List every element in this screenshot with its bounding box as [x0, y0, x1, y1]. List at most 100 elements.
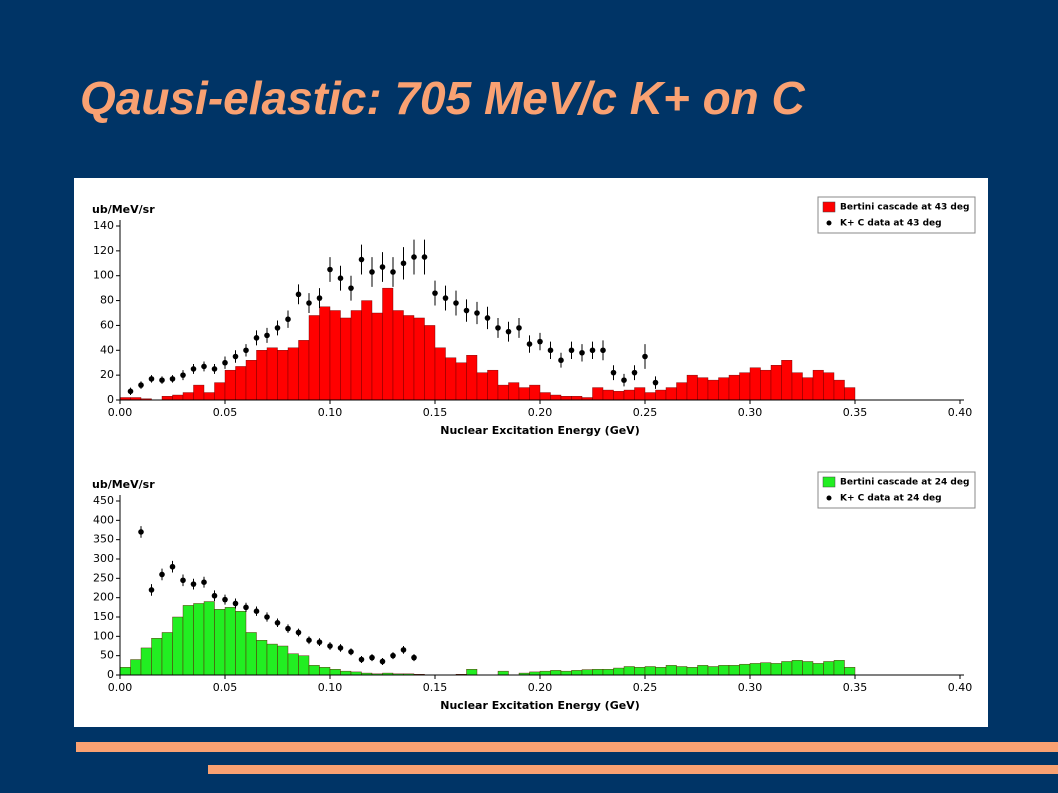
histogram-bar: [455, 362, 467, 401]
histogram-bar: [518, 387, 530, 401]
histogram-bar: [728, 665, 740, 676]
y-tick-label: 150: [93, 610, 114, 623]
histogram-bar: [602, 669, 614, 676]
data-point: [201, 579, 207, 585]
data-point: [369, 269, 375, 275]
data-point: [369, 654, 375, 661]
histogram-bar: [224, 607, 236, 676]
histogram-bar: [676, 382, 688, 401]
data-point: [379, 658, 386, 665]
decor-bar: [208, 765, 1058, 774]
data-point: [253, 335, 260, 341]
histogram-bar: [413, 317, 425, 401]
data-point: [316, 295, 323, 301]
histogram-bar: [214, 609, 226, 676]
y-tick-label: 0: [107, 668, 114, 681]
histogram-bar: [256, 350, 268, 401]
data-point: [484, 315, 491, 321]
histogram-bar: [592, 387, 604, 401]
data-point: [274, 620, 281, 626]
y-tick-label: 100: [93, 629, 114, 642]
decor-bar: [76, 742, 1058, 752]
histogram-bar: [266, 347, 278, 401]
data-point: [180, 577, 186, 584]
data-point: [411, 254, 417, 260]
data-point: [400, 647, 407, 653]
histogram-bar: [718, 377, 730, 401]
histogram-bar: [550, 394, 562, 401]
data-point: [621, 377, 627, 383]
histogram-bar: [655, 389, 667, 401]
data-point: [148, 587, 155, 593]
histogram-bar: [424, 325, 436, 401]
histogram-bar: [161, 632, 173, 676]
histogram-bar: [749, 367, 761, 401]
data-point: [442, 295, 449, 301]
histogram-bar: [571, 670, 583, 676]
y-tick-label: 300: [93, 552, 114, 565]
histogram-bar: [434, 347, 446, 401]
histogram-bar: [319, 306, 331, 401]
histogram-bar: [781, 360, 793, 401]
histogram-bar: [697, 665, 709, 676]
data-point: [159, 377, 165, 383]
histogram-bar: [235, 366, 247, 401]
data-point: [337, 645, 344, 651]
histogram-bar: [686, 374, 698, 401]
histogram-bar: [245, 360, 257, 401]
histogram-bar: [791, 372, 803, 401]
histogram-bar: [256, 640, 268, 676]
histogram-bar: [235, 611, 247, 676]
histogram-bar: [277, 350, 289, 401]
data-point: [180, 372, 186, 378]
histogram-bar: [182, 392, 194, 401]
histogram-bar: [739, 663, 751, 676]
y-tick-label: 60: [100, 318, 114, 331]
histogram-bar: [308, 665, 320, 676]
data-point: [547, 347, 554, 354]
y-tick-label: 50: [100, 649, 114, 662]
histogram-bar: [277, 645, 289, 676]
histogram-bar: [214, 382, 226, 401]
histogram-bar: [823, 661, 835, 676]
histogram-bar: [760, 662, 772, 676]
data-point: [642, 353, 648, 360]
x-tick-label: 0.00: [108, 406, 133, 419]
data-point: [379, 264, 386, 270]
data-point: [316, 639, 323, 645]
data-point: [568, 347, 575, 354]
histogram-bar: [623, 666, 635, 676]
histogram-bar: [770, 365, 782, 401]
histogram-bar: [676, 666, 688, 676]
histogram-bar: [623, 389, 635, 401]
x-tick-label: 0.15: [423, 406, 448, 419]
histogram-bar: [833, 660, 845, 676]
histogram-bar: [560, 670, 572, 676]
data-point: [264, 332, 270, 339]
data-point: [537, 338, 543, 345]
histogram-bar: [823, 372, 835, 401]
histogram-bar: [739, 372, 751, 401]
data-point: [327, 266, 333, 273]
data-point: [232, 353, 239, 360]
legend-swatch: [822, 201, 836, 213]
histogram-bar: [287, 653, 299, 676]
histogram-bar: [539, 670, 551, 676]
x-tick-label: 0.35: [843, 406, 868, 419]
legend-label: Bertini cascade at 43 deg: [840, 203, 969, 213]
histogram-bar: [833, 379, 845, 401]
x-tick-label: 0.30: [738, 406, 763, 419]
legend-label: Bertini cascade at 24 deg: [840, 478, 969, 488]
histogram-bar: [466, 669, 478, 676]
data-point: [337, 275, 344, 282]
data-point: [264, 614, 270, 620]
data-point: [558, 357, 564, 364]
x-axis-label: Nuclear Excitation Energy (GeV): [440, 699, 639, 712]
data-point: [348, 285, 354, 291]
y-tick-label: 120: [93, 244, 114, 257]
legend-label: K+ C data at 43 deg: [840, 219, 942, 229]
data-point: [211, 366, 218, 372]
data-point: [295, 291, 302, 298]
y-tick-label: 100: [93, 269, 114, 282]
histogram-bar: [581, 669, 593, 676]
